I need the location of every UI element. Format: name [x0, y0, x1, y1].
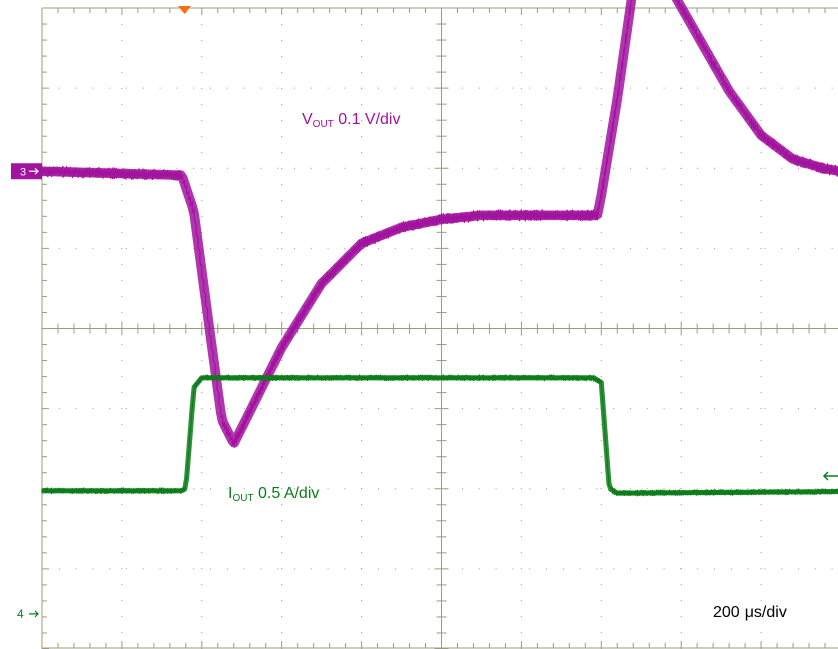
- vout-scale-label: VOUT 0.1 V/div: [302, 111, 400, 130]
- trace-vout: [39, 0, 838, 448]
- trace-iout: [41, 375, 838, 496]
- channel-4-number: 4: [17, 607, 24, 621]
- iout-scale-label: IOUT 0.5 A/div: [228, 485, 319, 504]
- traces: [39, 0, 838, 497]
- channel-3-arrow-icon: [29, 167, 39, 175]
- time-scale-label: 200 μs/div: [713, 604, 787, 621]
- graticule-grid: [41, 7, 838, 649]
- right-level-arrow-icon: [822, 471, 838, 481]
- channel-4-arrow-icon: [29, 610, 39, 618]
- channel-3-number: 3: [20, 166, 26, 178]
- trigger-marker-icon: [178, 6, 191, 14]
- channel-3-marker: [11, 163, 42, 180]
- markers: 34: [11, 6, 838, 621]
